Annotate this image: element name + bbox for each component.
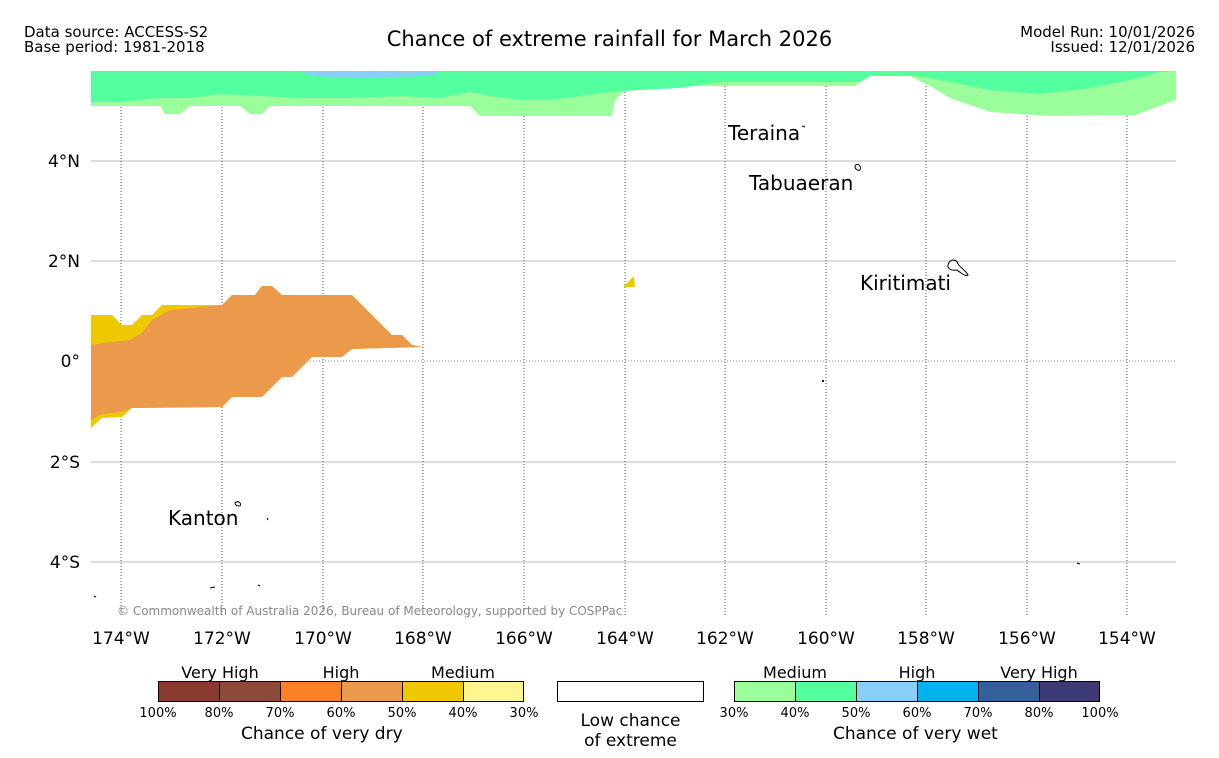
dry-tick-label: 60%: [326, 706, 356, 721]
place-labels: Teraina Tabuaeran Kiritimati Kanton: [168, 121, 951, 530]
dry-tick-label: 50%: [387, 706, 417, 721]
copyright-notice: © Commonwealth of Australia 2026, Bureau…: [117, 604, 622, 618]
wet-tick-label: 50%: [841, 706, 871, 721]
lon-labels: 174°W 172°W 170°W 168°W 166°W 164°W 162°…: [92, 629, 1156, 649]
wet-tick-label: 40%: [780, 706, 810, 721]
wet-medium-high-region: [91, 71, 1176, 102]
place-label-kiritimati: Kiritimati: [860, 271, 951, 295]
dry-group-label: High: [322, 663, 360, 682]
lon-label: 156°W: [998, 629, 1056, 649]
issued-label: Issued: 12/01/2026: [1050, 38, 1195, 56]
wet-tick-label: 60%: [902, 706, 932, 721]
dry-group-label: Medium: [431, 663, 495, 682]
lat-labels: 4°N 2°N 0° 2°S 4°S: [48, 152, 80, 573]
wet-swatch: [734, 681, 796, 702]
lon-label: 172°W: [193, 629, 251, 649]
dry-swatch: [341, 681, 403, 702]
wet-tick-label: 30%: [719, 706, 749, 721]
wet-swatch: [917, 681, 979, 702]
lon-label: 168°W: [394, 629, 452, 649]
island-outlines: [93, 125, 1081, 598]
dry-swatch: [402, 681, 464, 702]
low-chance-line1: Low chance: [580, 711, 681, 731]
lat-label: 2°N: [48, 252, 80, 272]
dry-tick-label: 100%: [139, 706, 177, 721]
dry-legend-title: Chance of very dry: [241, 724, 403, 744]
dry-swatch: [219, 681, 281, 702]
lon-label: 160°W: [797, 629, 855, 649]
model-run-label: Model Run: 10/01/2026: [1020, 23, 1195, 41]
place-label-teraina: Teraina: [727, 121, 800, 145]
wet-tick-label: 70%: [963, 706, 993, 721]
lon-label: 170°W: [294, 629, 352, 649]
data-source-label: Data source: ACCESS-S2: [24, 23, 209, 41]
dry-swatch: [280, 681, 342, 702]
wet-swatch: [856, 681, 918, 702]
low-chance-swatch: [557, 681, 704, 702]
low-chance-line2: of extreme: [584, 731, 677, 751]
lat-label: 4°N: [48, 152, 80, 172]
lon-label: 166°W: [495, 629, 553, 649]
lat-label: 0°: [61, 352, 80, 372]
wet-group-label: High: [898, 663, 936, 682]
lat-label: 2°S: [50, 453, 80, 473]
dry-tick-label: 70%: [265, 706, 295, 721]
lon-label: 174°W: [92, 629, 150, 649]
dry-group-label: Very High: [181, 663, 259, 682]
lon-label: 164°W: [596, 629, 654, 649]
dry-swatch: [158, 681, 220, 702]
low-chance-label: Low chance of extreme: [557, 711, 704, 751]
wet-legend-title: Chance of very wet: [833, 724, 998, 744]
wet-swatch: [978, 681, 1040, 702]
wet-tick-label: 80%: [1024, 706, 1054, 721]
dry-tick-label: 40%: [448, 706, 478, 721]
lon-label: 154°W: [1098, 629, 1156, 649]
lon-label: 158°W: [897, 629, 955, 649]
wet-tick-label: 100%: [1081, 706, 1119, 721]
wet-group-label: Medium: [763, 663, 827, 682]
lon-label: 162°W: [696, 629, 754, 649]
lon-gridlines: [120, 71, 1128, 616]
dry-high-region: [91, 286, 423, 420]
dry-medium-patch: [623, 276, 635, 287]
wet-swatch: [795, 681, 857, 702]
dry-swatch: [463, 681, 524, 702]
place-label-kanton: Kanton: [168, 506, 238, 530]
wet-swatch: [1039, 681, 1100, 702]
lat-label: 4°S: [50, 553, 80, 573]
dry-tick-label: 30%: [509, 706, 539, 721]
dry-tick-label: 80%: [204, 706, 234, 721]
map-title: Chance of extreme rainfall for March 202…: [386, 27, 833, 51]
wet-group-label: Very High: [1000, 663, 1078, 682]
wet-high-region: [300, 71, 440, 78]
base-period-label: Base period: 1981-2018: [24, 38, 205, 56]
place-label-tabuaeran: Tabuaeran: [748, 171, 853, 195]
